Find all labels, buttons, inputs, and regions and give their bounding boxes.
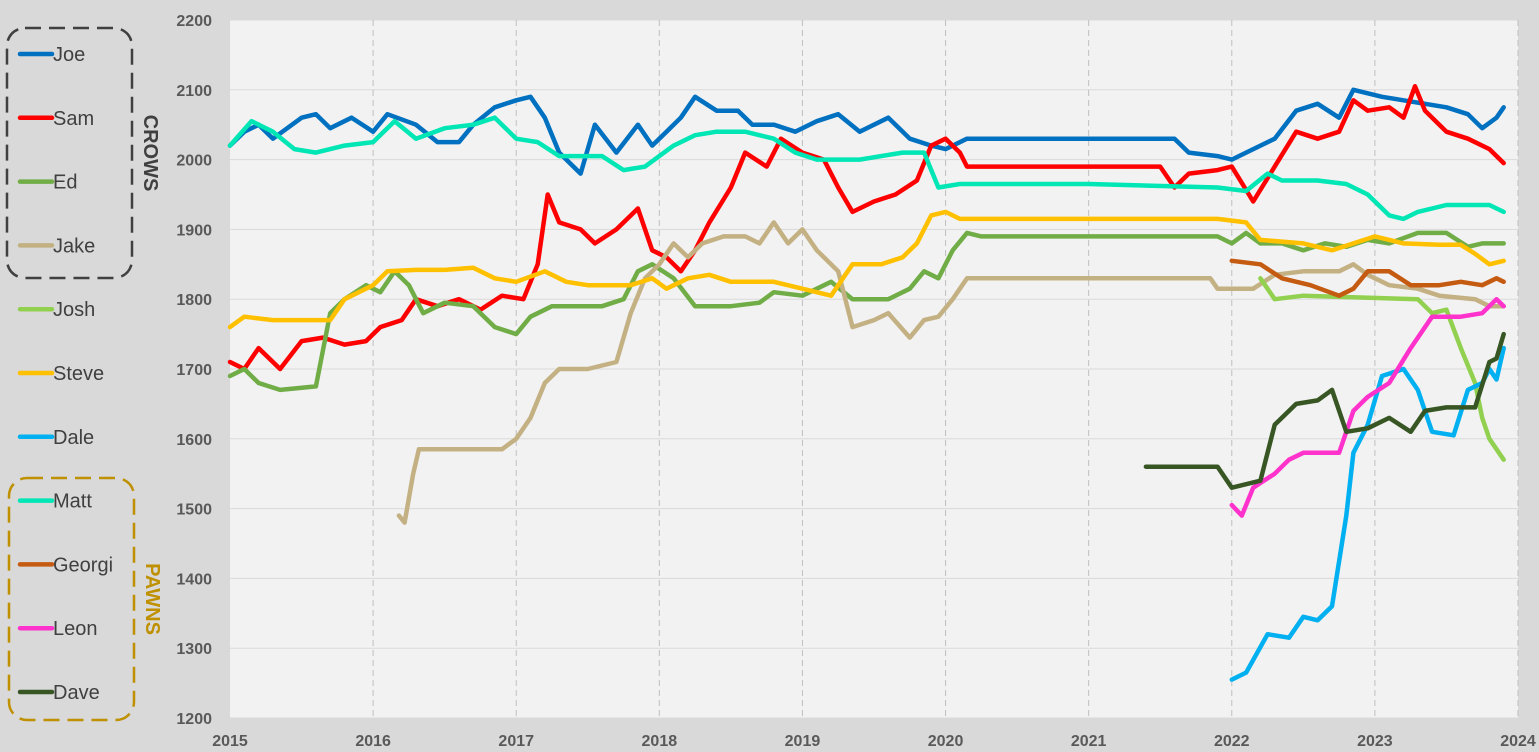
group-box-pawns (7, 476, 136, 722)
series-line-sam (227, 84, 1506, 372)
series-line-dave (1143, 331, 1506, 490)
legend-groups: CROWS PAWNS (5, 26, 163, 722)
legend-label-josh: Josh (53, 299, 95, 321)
y-tick-label: 2200 (176, 13, 212, 30)
series-line-leon (1229, 296, 1506, 518)
series-line-matt (227, 115, 1506, 222)
y-tick-label: 1500 (176, 502, 212, 519)
x-tick-label: 2018 (642, 733, 678, 750)
grid (230, 19, 1519, 719)
y-tick-label: 1300 (176, 641, 212, 658)
x-tick-label: 2022 (1214, 733, 1250, 750)
x-tick-label: 2020 (928, 733, 964, 750)
series-line-ed (227, 230, 1506, 393)
x-tick-label: 2024 (1500, 733, 1536, 750)
legend-label-georgi: Georgi (53, 554, 113, 576)
group-label-crows: CROWS (139, 115, 161, 192)
series-line-georgi (1229, 258, 1506, 298)
series-line-steve (227, 209, 1506, 330)
y-axis-tick-labels: 1200 1300 1400 1500 1600 1700 1800 1900 2000 2100… (176, 13, 212, 728)
y-tick-label: 1400 (176, 571, 212, 588)
legend-label-dale: Dale (53, 427, 94, 449)
y-tick-label: 2100 (176, 83, 212, 100)
x-tick-label: 2017 (498, 733, 534, 750)
legend-label-leon: Leon (53, 618, 98, 640)
x-axis-tick-labels: 2015 2016 2017 2018 2019 2020 2021 2022 2023 2024 (212, 733, 1536, 750)
series-line-josh (1258, 276, 1506, 462)
group-label-pawns: PAWNS (141, 563, 163, 635)
group-box-crows (5, 26, 134, 280)
x-tick-label: 2021 (1071, 733, 1107, 750)
x-tick-label: 2016 (355, 733, 391, 750)
y-tick-label: 1200 (176, 711, 212, 728)
y-tick-label: 1600 (176, 432, 212, 449)
y-tick-label: 2000 (176, 153, 212, 170)
legend: Joe Sam Ed Jake Josh Steve Dale Matt Georgi Leon D… (17, 44, 113, 704)
series-line-joe (227, 87, 1506, 176)
y-tick-label: 1800 (176, 292, 212, 309)
x-tick-label: 2023 (1357, 733, 1393, 750)
legend-label-jake: Jake (53, 235, 95, 257)
y-tick-label: 1700 (176, 362, 212, 379)
legend-label-matt: Matt (53, 491, 92, 513)
legend-label-dave: Dave (53, 682, 100, 704)
y-tick-label: 1900 (176, 222, 212, 239)
series-line-dale (1229, 345, 1506, 682)
series-line-jake (396, 220, 1506, 525)
legend-label-ed: Ed (53, 172, 77, 194)
legend-label-sam: Sam (53, 108, 94, 130)
legend-label-joe: Joe (53, 44, 85, 66)
legend-label-steve: Steve (53, 363, 104, 385)
x-tick-label: 2015 (212, 733, 248, 750)
x-tick-label: 2019 (785, 733, 821, 750)
series-lines (227, 84, 1506, 682)
